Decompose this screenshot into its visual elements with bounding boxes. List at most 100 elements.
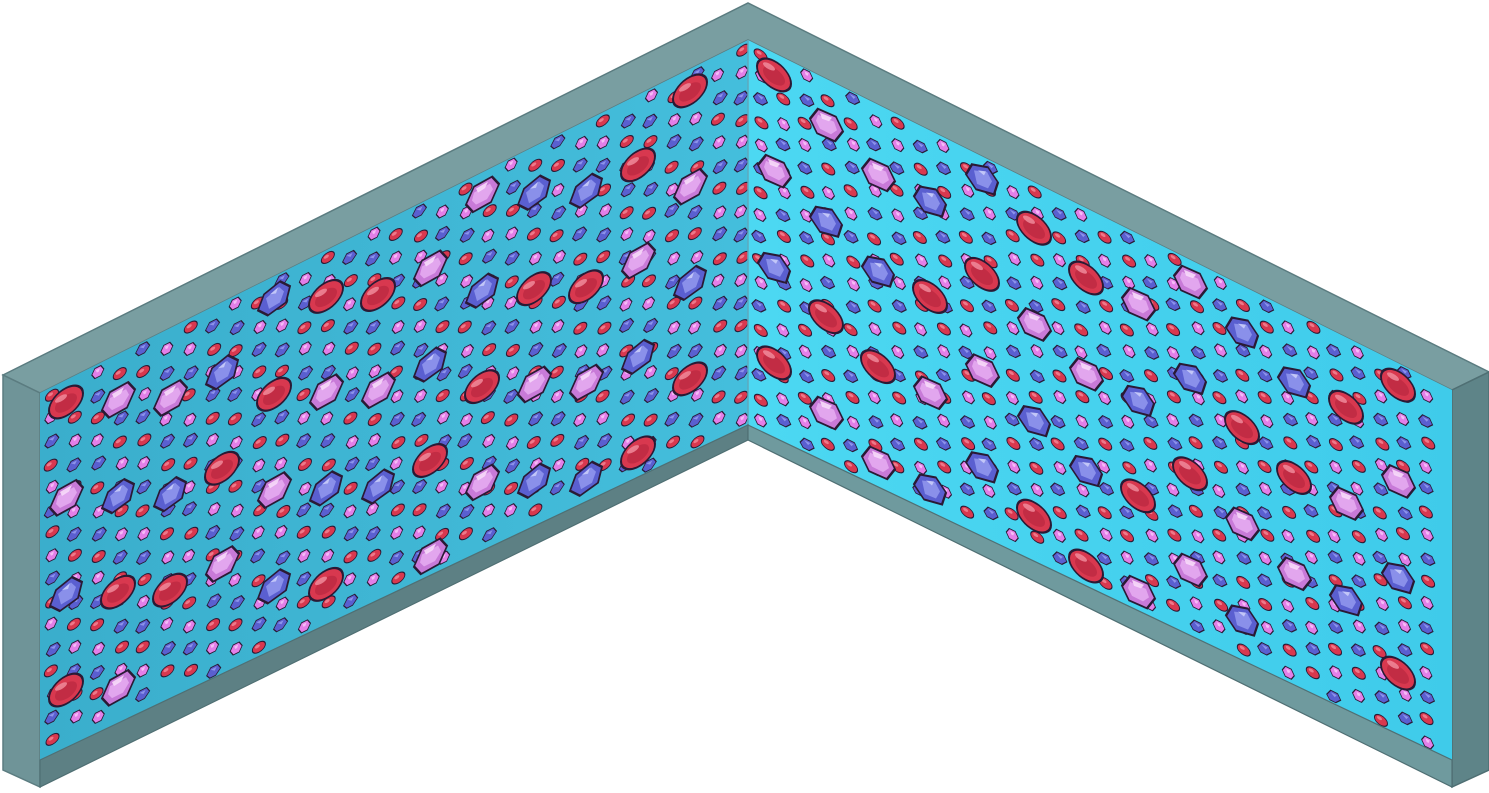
blue-small-gem (666, 343, 682, 359)
blue-small-gem (620, 113, 636, 129)
red-small-gem (981, 392, 996, 406)
red-small-gem (1212, 391, 1227, 405)
pink-small-gem (1191, 529, 1205, 544)
blue-small-gem (1258, 436, 1274, 450)
red-small-gem (435, 320, 450, 334)
blue-small-gem (843, 229, 859, 244)
pink-small-gem (389, 250, 403, 265)
red-small-gem (1236, 643, 1251, 657)
pink-small-gem (1259, 344, 1273, 359)
pink-small-gem (735, 134, 748, 149)
blue-crystal-gem (568, 172, 604, 210)
pink-small-gem (505, 435, 519, 451)
pink-small-gem (69, 709, 83, 724)
pink-small-gem (68, 433, 82, 448)
blue-small-gem (643, 387, 660, 404)
pink-small-gem (1260, 414, 1274, 429)
red-small-gem (528, 503, 543, 517)
red-small-gem (1372, 645, 1387, 659)
blue-crystal-gem (860, 255, 896, 288)
pink-small-gem (252, 458, 266, 473)
pink-small-gem (205, 432, 220, 447)
pink-small-gem (754, 275, 768, 290)
red-small-gem (228, 344, 243, 358)
pink-small-gem (115, 456, 129, 471)
pink-small-gem (389, 456, 403, 471)
blue-small-gem (251, 341, 267, 358)
blue-small-gem (935, 436, 952, 451)
blue-small-gem (344, 456, 360, 472)
pink-small-gem (712, 410, 726, 425)
pink-small-gem (45, 479, 59, 494)
pink-small-gem (667, 113, 681, 128)
red-small-gem (797, 391, 812, 405)
pink-small-gem (983, 415, 997, 430)
red-small-gem (711, 390, 726, 404)
red-small-gem (112, 367, 127, 381)
red-small-gem (710, 112, 725, 126)
pink-small-gem (1375, 596, 1389, 612)
blue-small-gem (1119, 505, 1135, 520)
blue-small-gem (457, 363, 473, 379)
blue-small-gem (1305, 434, 1322, 449)
red-small-gem (1074, 528, 1089, 542)
pink-small-gem (846, 277, 861, 292)
blue-small-gem (227, 386, 243, 403)
red-small-gem (1214, 598, 1229, 612)
red-small-gem (321, 458, 336, 472)
red-small-gem (343, 550, 358, 564)
pink-small-gem (596, 343, 610, 358)
pink-small-gem (229, 435, 243, 450)
red-small-gem (1005, 229, 1020, 243)
red-small-gem (1373, 573, 1388, 587)
red-small-gem (1051, 298, 1066, 312)
blue-small-gem (1327, 620, 1344, 634)
blue-small-gem (1374, 690, 1390, 704)
red-small-gem (274, 364, 289, 378)
pink-small-gem (1122, 275, 1136, 290)
blue-small-gem (912, 415, 928, 430)
pink-small-gem (506, 366, 520, 381)
pink-small-gem (643, 364, 658, 380)
violet-hexagon-gem (860, 157, 897, 193)
pink-small-gem (91, 570, 105, 585)
pink-small-gem (1420, 527, 1434, 542)
pink-small-gem (1213, 275, 1227, 291)
red-oval-gem (672, 361, 708, 397)
red-small-gem (712, 181, 727, 195)
red-oval-gem (912, 278, 948, 314)
blue-small-gem (799, 437, 815, 452)
red-small-gem (1097, 230, 1112, 244)
red-small-gem (1306, 529, 1321, 543)
red-small-gem (1212, 528, 1227, 542)
pink-small-gem (642, 228, 656, 244)
red-small-gem (892, 391, 907, 405)
blue-small-gem (1052, 344, 1068, 359)
pink-small-gem (1098, 320, 1112, 335)
violet-hexagon-gem (756, 153, 793, 189)
blue-crystal-gem (152, 475, 188, 513)
red-small-gem (712, 252, 727, 266)
pink-small-gem (228, 572, 242, 588)
pink-small-gem (44, 616, 58, 631)
pink-small-gem (1281, 320, 1295, 335)
pink-small-gem (205, 640, 220, 655)
blue-small-gem (504, 318, 520, 335)
blue-small-gem (1212, 368, 1229, 383)
red-small-gem (961, 437, 976, 451)
blue-small-gem (459, 503, 475, 520)
blue-small-gem (712, 90, 728, 106)
red-small-gem (320, 250, 335, 264)
red-small-gem (1098, 437, 1113, 451)
blue-small-gem (250, 548, 266, 564)
red-small-gem (367, 413, 382, 427)
red-small-gem (1420, 642, 1435, 656)
red-oval-gem (808, 299, 844, 335)
red-oval-gem (412, 443, 448, 479)
pink-small-gem (844, 206, 858, 221)
red-small-gem (504, 275, 519, 289)
blue-small-gem (799, 93, 815, 108)
blue-small-gem (891, 231, 907, 246)
blue-small-gem (1259, 299, 1275, 314)
pink-small-gem (251, 525, 265, 540)
